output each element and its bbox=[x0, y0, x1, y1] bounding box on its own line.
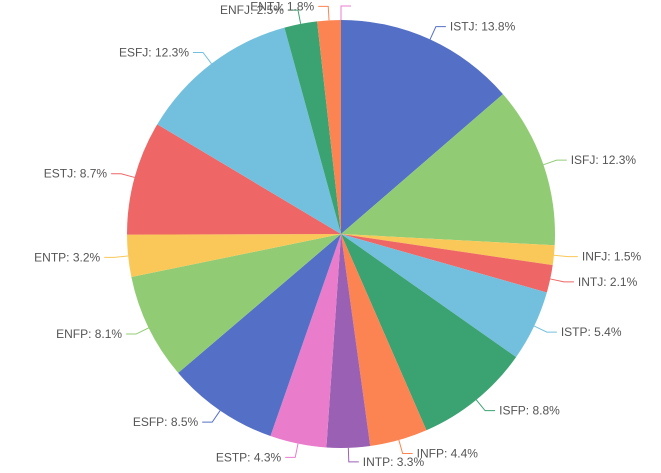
label-line-enfj bbox=[287, 9, 302, 24]
label-line-infj bbox=[553, 254, 578, 258]
slice-label-infj: INFJ: 1.5% bbox=[582, 250, 642, 264]
slice-label-isfj: ISFJ: 12.3% bbox=[571, 153, 637, 167]
slice-label-esfp: ESFP: 8.5% bbox=[133, 415, 199, 429]
slice-label-intp: INTP: 3.3% bbox=[363, 455, 425, 469]
slice-label-entp: ENTP: 3.2% bbox=[34, 250, 100, 264]
slice-label-isfp: ISFP: 8.8% bbox=[499, 404, 560, 418]
label-line-istp bbox=[533, 325, 557, 333]
pie-slice-infp[interactable] bbox=[341, 234, 427, 446]
pie-slice-entp[interactable] bbox=[127, 234, 341, 277]
label-line-isfp bbox=[475, 399, 496, 412]
label-line-istj bbox=[429, 26, 446, 40]
pie-slice-esfp[interactable] bbox=[178, 234, 341, 437]
label-line-intp bbox=[347, 447, 359, 463]
slice-label-enfj: ENFJ: 2.5% bbox=[220, 3, 284, 17]
pie-slice-enfj[interactable] bbox=[284, 21, 341, 234]
label-line-empty-17 bbox=[340, 5, 351, 20]
slice-label-intj: INTJ: 2.1% bbox=[578, 275, 638, 289]
slices-layer bbox=[127, 20, 555, 448]
pie-slice-istp[interactable] bbox=[341, 234, 547, 358]
pie-slice-estj[interactable] bbox=[127, 124, 342, 235]
slice-label-enfp: ENFP: 8.1% bbox=[56, 327, 122, 341]
pie-slice-intp[interactable] bbox=[326, 234, 371, 448]
pie-slice-istj[interactable] bbox=[341, 20, 503, 234]
label-line-empty-16 bbox=[340, 5, 351, 20]
slice-label-istp: ISTP: 5.4% bbox=[561, 325, 622, 339]
label-line-isfj bbox=[543, 159, 567, 166]
slice-label-infp: INFP: 4.4% bbox=[417, 447, 479, 461]
label-line-esfp bbox=[202, 410, 221, 423]
label-line-intj bbox=[550, 278, 574, 283]
label-line-estj bbox=[111, 173, 135, 178]
pie-slice-esfj[interactable] bbox=[157, 27, 341, 234]
slice-label-estj: ESTJ: 8.7% bbox=[44, 167, 108, 181]
slice-label-esfj: ESFJ: 12.3% bbox=[119, 46, 189, 60]
pie-slice-infj[interactable] bbox=[341, 234, 555, 266]
label-line-infp bbox=[398, 439, 413, 455]
label-line-entj bbox=[318, 5, 330, 21]
slice-label-istj: ISTJ: 13.8% bbox=[450, 20, 516, 34]
pie-slice-entj[interactable] bbox=[317, 20, 341, 234]
pie-slice-isfp[interactable] bbox=[341, 234, 517, 431]
pie-slice-estp[interactable] bbox=[270, 234, 341, 448]
slice-label-entj: ENTJ: 1.8% bbox=[250, 0, 314, 13]
labels-layer: ISTJ: 13.8% ISFJ: 12.3% INFJ: 1.5% INTJ: 2.… bbox=[34, 0, 641, 469]
label-line-enfp bbox=[126, 327, 149, 335]
pie-slice-isfj[interactable] bbox=[341, 94, 555, 246]
label-lines-layer bbox=[104, 5, 578, 463]
pie-slice-intj[interactable] bbox=[341, 234, 553, 293]
label-line-entp bbox=[104, 255, 129, 258]
pie-slice-enfp[interactable] bbox=[131, 234, 341, 373]
slice-label-estp: ESTP: 4.3% bbox=[216, 450, 282, 464]
label-line-esfj bbox=[193, 52, 212, 64]
label-line-estp bbox=[285, 443, 299, 458]
